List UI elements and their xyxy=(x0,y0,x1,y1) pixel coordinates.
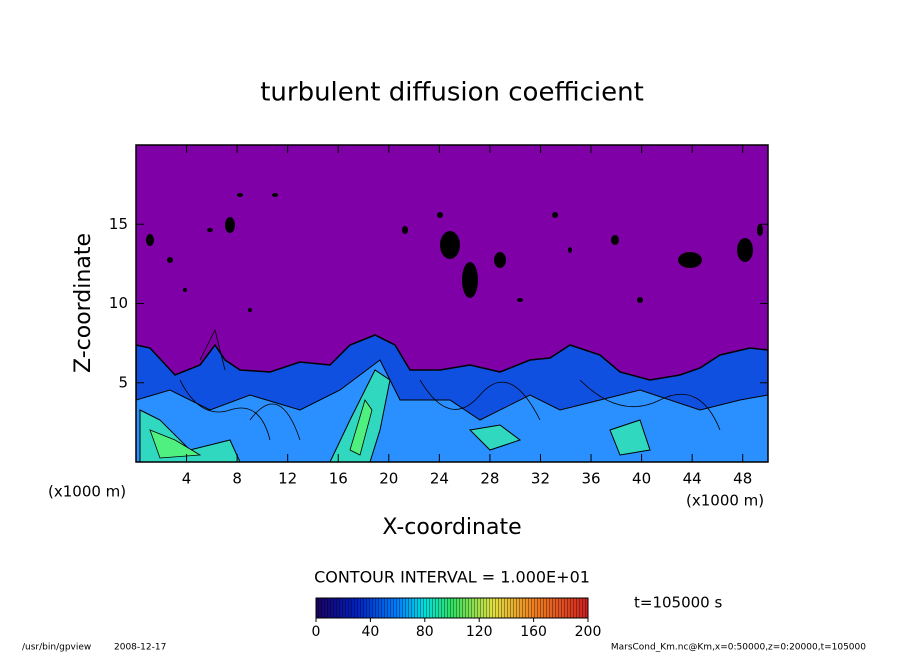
field-region xyxy=(136,359,768,462)
x-tick-label: 4 xyxy=(182,470,192,488)
colorbar-tick-label: 160 xyxy=(520,624,547,640)
x-unit: (x1000 m) xyxy=(686,492,764,510)
x-tick-label: 32 xyxy=(531,470,550,488)
colorbar-tick-label: 80 xyxy=(416,624,434,640)
x-tick-label: 16 xyxy=(329,470,348,488)
colorbar-tick-label: 0 xyxy=(312,624,321,640)
y-tick-label: 15 xyxy=(109,215,128,233)
footer-date: 2008-12-17 xyxy=(114,643,166,653)
field-speckles xyxy=(146,193,763,312)
x-tick-label: 48 xyxy=(733,470,752,488)
x-tick-label: 28 xyxy=(480,470,499,488)
contour-field xyxy=(136,145,768,462)
y-axis-label: Z-coordinate xyxy=(71,233,96,373)
colorbar-tick-label: 200 xyxy=(575,624,602,640)
x-tick-label: 24 xyxy=(430,470,449,488)
field-region xyxy=(179,328,721,441)
chart-title: turbulent diffusion coefficient xyxy=(260,78,644,108)
x-tick-label: 44 xyxy=(683,470,702,488)
contour-interval: CONTOUR INTERVAL = 1.000E+01 xyxy=(314,568,590,587)
x-tick-label: 40 xyxy=(632,470,651,488)
footer-right: MarsCond_Km.nc@Km,x=0:50000,z=0:20000,t=… xyxy=(611,643,866,653)
time-label: t=105000 s xyxy=(634,594,722,612)
colorbar-lines xyxy=(315,597,589,619)
x-unit: (x1000 m) xyxy=(48,483,126,501)
field-region xyxy=(149,399,373,459)
y-tick-label: 5 xyxy=(118,373,128,391)
x-tick-label: 12 xyxy=(278,470,297,488)
y-tick-label: 10 xyxy=(109,294,128,312)
footer-left: /usr/bin/gpview xyxy=(22,643,91,653)
x-axis-label: X-coordinate xyxy=(382,515,521,540)
x-tick-label: 8 xyxy=(232,470,242,488)
x-tick-label: 20 xyxy=(379,470,398,488)
colorbar-tick-label: 40 xyxy=(361,624,379,640)
colorbar-tick-label: 120 xyxy=(466,624,493,640)
x-tick-label: 36 xyxy=(581,470,600,488)
